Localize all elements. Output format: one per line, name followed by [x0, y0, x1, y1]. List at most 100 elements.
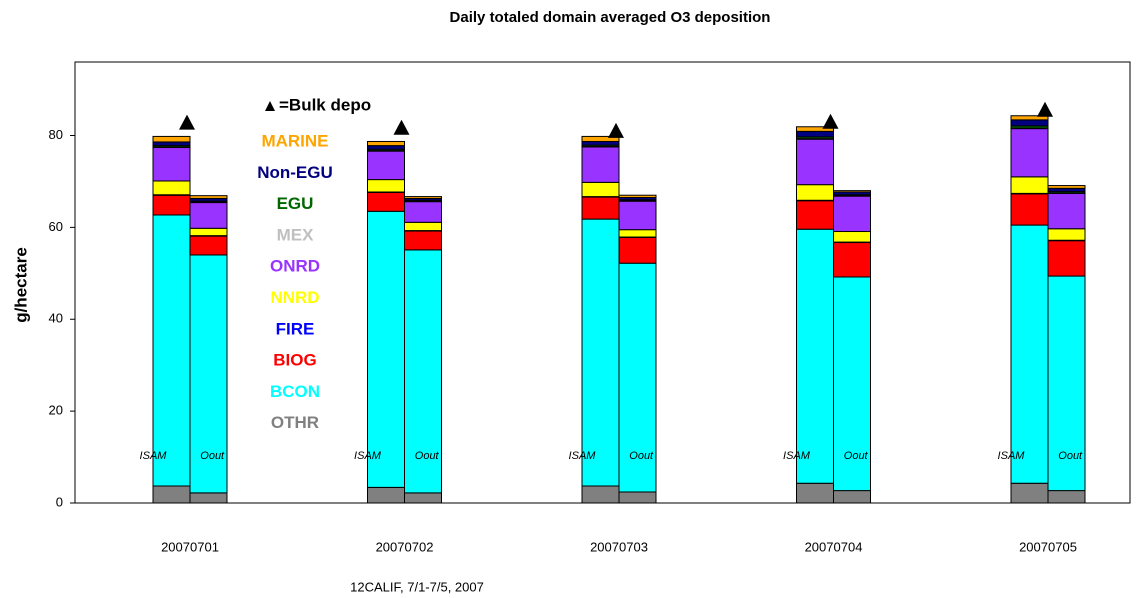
bar-segment: [833, 490, 871, 504]
bar-segment: [189, 235, 228, 256]
bar-segment: [367, 140, 405, 147]
y-tick-label: 0: [56, 494, 63, 509]
bulk-marker: [608, 122, 624, 138]
bar-segment: [1047, 228, 1086, 241]
bar-label: ISAM: [783, 450, 811, 462]
y-tick-label: 60: [49, 219, 63, 234]
bar-segment: [189, 254, 228, 494]
bar-segment: [367, 210, 405, 488]
bar-segment: [1010, 193, 1049, 226]
bar-segment: [152, 214, 191, 487]
bulk-marker: [822, 113, 839, 129]
legend-label: MARINE: [261, 131, 328, 150]
bar-segment: [618, 236, 657, 264]
legend-label: MEX: [277, 225, 315, 244]
bar-segment: [581, 181, 620, 198]
y-tick-label: 20: [49, 403, 63, 418]
legend-label: BIOG: [273, 351, 316, 370]
bar-segment: [618, 200, 657, 231]
bar-segment: [796, 482, 834, 504]
bar-label: Oout: [844, 450, 869, 462]
bar-segment: [1010, 224, 1049, 484]
bar-segment: [367, 150, 405, 181]
bar-segment: [152, 146, 191, 182]
x-tick-label: 20070702: [376, 539, 434, 554]
bar-label: Oout: [629, 450, 654, 462]
bar-segment: [833, 231, 871, 243]
bar-segment: [367, 486, 405, 504]
bar-segment: [1047, 240, 1086, 277]
y-axis-title: g/hectare: [11, 247, 30, 323]
bar-segment: [1010, 119, 1049, 127]
bar-segment: [1010, 482, 1049, 504]
bar-segment: [1010, 176, 1049, 194]
bar-label: ISAM: [140, 450, 168, 462]
legend-label: OTHR: [271, 413, 319, 432]
bulk-marker: [179, 114, 195, 130]
bar-segment: [796, 228, 834, 484]
bar-segment: [404, 249, 442, 494]
bar-segment: [367, 145, 405, 150]
legend-label: Non-EGU: [257, 163, 333, 182]
bar-segment: [581, 135, 620, 142]
bar-segment: [581, 196, 620, 220]
bar-segment: [152, 141, 191, 147]
bar-segment: [404, 492, 442, 504]
bar-segment: [1010, 128, 1049, 178]
bar-segment: [404, 230, 442, 251]
bar-segment: [833, 190, 871, 193]
bar-segment: [367, 191, 405, 212]
legend-label: FIRE: [276, 319, 315, 338]
bar-segment: [152, 180, 191, 196]
legend-marker: [265, 101, 275, 111]
bar-label: ISAM: [569, 450, 597, 462]
bar-segment: [189, 195, 228, 199]
y-tick-label: 80: [49, 127, 63, 142]
bar-segment: [1010, 115, 1049, 121]
x-tick-label: 20070704: [805, 539, 863, 554]
bar-segment: [1047, 490, 1086, 504]
bar-segment: [581, 146, 620, 183]
bar-segment: [189, 202, 228, 229]
bar-segment: [833, 276, 871, 492]
x-tick-label: 20070705: [1019, 539, 1077, 554]
bar-segment: [618, 229, 657, 238]
bar-segment: [618, 491, 657, 504]
bar-segment: [367, 179, 405, 193]
bulk-marker: [1037, 101, 1053, 117]
bar-segment: [796, 200, 834, 230]
legend-label: EGU: [277, 194, 314, 213]
bar-segment: [152, 194, 191, 216]
bar-segment: [618, 262, 657, 493]
bar-label: Oout: [415, 450, 440, 462]
bar-label: ISAM: [998, 450, 1026, 462]
bulk-marker: [393, 119, 410, 135]
bar-segment: [618, 194, 657, 199]
bar-segment: [189, 492, 228, 504]
bar-segment: [833, 242, 871, 278]
bar-segment: [1047, 185, 1086, 189]
legend-label: ONRD: [270, 257, 320, 276]
bar-segment: [404, 201, 442, 223]
bar-label: Oout: [1058, 450, 1083, 462]
bar-label: ISAM: [354, 450, 382, 462]
bar-segment: [152, 135, 191, 143]
bar-segment: [796, 138, 834, 186]
bar-segment: [404, 196, 442, 199]
legend-label: NNRD: [270, 288, 319, 307]
bar-label: Oout: [200, 450, 225, 462]
legend-label: =Bulk depo: [279, 95, 371, 114]
bar-segment: [581, 140, 620, 146]
x-tick-label: 20070701: [161, 539, 219, 554]
y-tick-label: 40: [49, 311, 63, 326]
bar-segment: [796, 130, 834, 138]
bar-segment: [581, 218, 620, 487]
bar-segment: [189, 227, 228, 237]
bar-segment: [152, 485, 191, 504]
bar-segment: [1047, 192, 1086, 230]
x-axis-title: 12CALIF, 7/1-7/5, 2007: [350, 579, 484, 594]
legend-label: BCON: [270, 382, 320, 401]
x-tick-label: 20070703: [590, 539, 648, 554]
chart-title: Daily totaled domain averaged O3 deposit…: [450, 9, 771, 26]
